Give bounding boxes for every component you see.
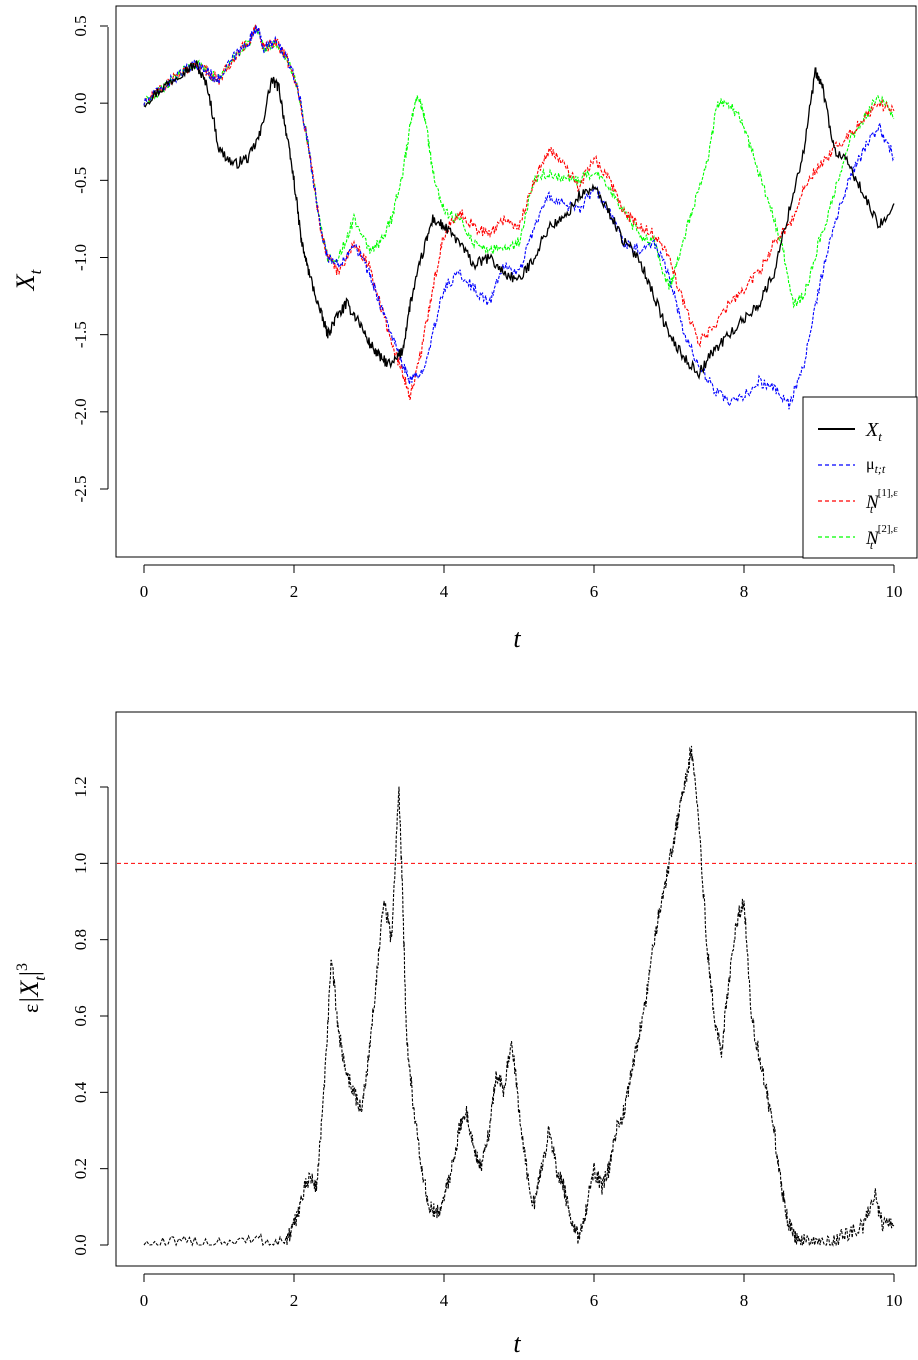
bottom-x-tick-label: 4 [440,1291,449,1310]
top-ylabel-main: X [11,273,40,291]
bottom-x-tick-label: 8 [740,1291,749,1310]
top-legend: Xt μt;t N[1],ε t N[2],ε t [802,396,918,559]
bottom-x-tick-label: 0 [140,1291,149,1310]
bottom-ylabel-sub: t [32,976,49,981]
top-x-tick-label: 6 [590,582,599,601]
bottom-axes [107,787,894,1275]
top-x-tick-label: 8 [740,582,749,601]
top-x-tick-label: 4 [440,582,449,601]
top-ylabel-sub: t [26,268,45,274]
top-x-tick-label: 2 [290,582,299,601]
svg-text:Xt: Xt [11,268,45,291]
top-y-tick-label: -1.5 [71,321,90,348]
legend-label-mu: μt;t [866,456,886,476]
bottom-x-tick-label: 6 [590,1291,599,1310]
bottom-y-tick-label: 0.2 [71,1158,90,1179]
legend-label-xt: Xt [865,419,882,444]
top-y-tick-label: -2.0 [71,398,90,425]
top-x-axis-label: t [513,624,521,653]
bottom-ylabel-pow: 3 [14,963,31,971]
bottom-plot: 0 2 4 6 8 100.00.20.40.60.81.01.2 ε|Xt|3 t [14,711,917,1358]
bottom-plot-frame [115,711,917,1267]
top-x-tick-label: 0 [140,582,149,601]
top-y-tick-label: 0.5 [71,15,90,36]
bottom-x-tick-label: 10 [886,1291,903,1310]
bottom-y-tick-label: 0.0 [71,1234,90,1255]
top-y-tick-label: -2.5 [71,476,90,503]
bottom-ticks: 0 2 4 6 8 10 0.0 0.2 0.4 0.6 0.8 1.0 1.2 [71,776,903,1310]
top-y-tick-label: 0.0 [71,93,90,114]
bottom-y-tick-label: 0.6 [71,1005,90,1026]
bottom-ylabel-abs: |X [15,980,44,1004]
top-legend-box [802,396,918,559]
bottom-y-tick-label: 0.4 [71,1081,90,1103]
top-series-n2 [143,25,895,309]
legend-label-n1: N[1],ε t [865,487,898,516]
bottom-x-tick-label: 2 [290,1291,299,1310]
top-series-n1 [143,24,895,401]
top-x-tick-label: 10 [886,582,903,601]
top-y-axis-label: Xt [11,268,45,291]
top-plot-frame [115,5,917,558]
bottom-y-axis-label: ε|Xt|3 [14,963,49,1013]
top-y-tick-label: -0.5 [71,167,90,194]
bottom-x-axis-label: t [513,1329,521,1358]
top-series-xt [143,60,895,380]
svg-text:ε|Xt|3: ε|Xt|3 [14,963,49,1013]
bottom-y-tick-label: 1.2 [71,776,90,797]
top-y-tick-label: -1.0 [71,244,90,271]
bottom-series-eps-x3 [143,745,895,1247]
top-ticks: 0 2 4 6 8 10 0.5 0.0 -0.5 -1.0 -1.5 -2.0 -2.5 [71,15,903,601]
top-plot: 0 2 4 6 8 10 0.5 0.0 -0.5 -1.0 -1.5 -2.0 -2.5 Xt t X… [11,5,918,653]
top-series-group [143,24,895,410]
bottom-ylabel-eps: ε [18,1004,43,1013]
bottom-series-group [117,745,916,1247]
top-axes [107,27,894,566]
bottom-y-tick-label: 1.0 [71,853,90,874]
bottom-y-tick-label: 0.8 [71,929,90,950]
bottom-ylabel-bar: | [15,971,44,976]
top-series-mu [143,25,895,410]
legend-label-n2: N[2],ε t [865,523,898,552]
